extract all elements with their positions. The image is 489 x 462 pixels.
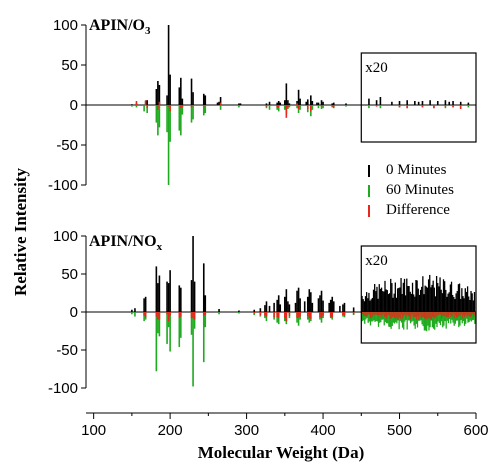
x-tick-label: 600 [463,422,488,439]
magnify-box [360,52,477,143]
magnify-label: x20 [365,253,388,269]
y-tick-label: 100 [53,228,78,245]
y-axis-title: Relative Intensity [11,168,30,296]
magnify-box [360,245,477,344]
legend-label: 60 Minutes [386,182,454,198]
series-difference [143,312,355,322]
y-tick-label: -100 [48,380,78,397]
panel-title: APIN/O3 [89,17,151,37]
x-tick-label: 400 [311,422,336,439]
series-0-minutes [131,236,355,312]
x-tick-label: 500 [387,422,412,439]
y-tick-label: 50 [61,266,78,283]
magnify-label: x20 [365,60,388,76]
y-tick-label: -50 [56,137,78,154]
y-tick-label: -50 [56,342,78,359]
x-tick-label: 100 [81,422,106,439]
x-tick-label: 200 [158,422,183,439]
legend-label: Difference [386,202,450,218]
inset-peaks [361,274,476,332]
y-tick-label: 50 [61,57,78,74]
y-tick-label: 0 [70,304,78,321]
series-difference [135,100,462,118]
y-tick-label: 0 [70,97,78,114]
legend-label: 0 Minutes [386,162,447,178]
x-axis-title: Molecular Weight (Da) [198,443,365,462]
series-0-minutes [131,25,470,105]
legend: 0 Minutes 60 Minutes Difference [368,162,454,218]
x-tick-label: 300 [234,422,259,439]
series-60-minutes [131,312,355,387]
panel-apin-nox: APIN/NOx 100 50 0 -50 -100 x20 [48,228,477,397]
panel-apin-o3: APIN/O3 100 50 0 -50 -100 x20 [48,17,477,194]
x-axis: 100 200 300 400 500 600 [81,412,489,439]
panel-title: APIN/NOx [89,233,163,253]
y-tick-label: -100 [48,177,78,194]
y-tick-label: 100 [53,17,78,34]
